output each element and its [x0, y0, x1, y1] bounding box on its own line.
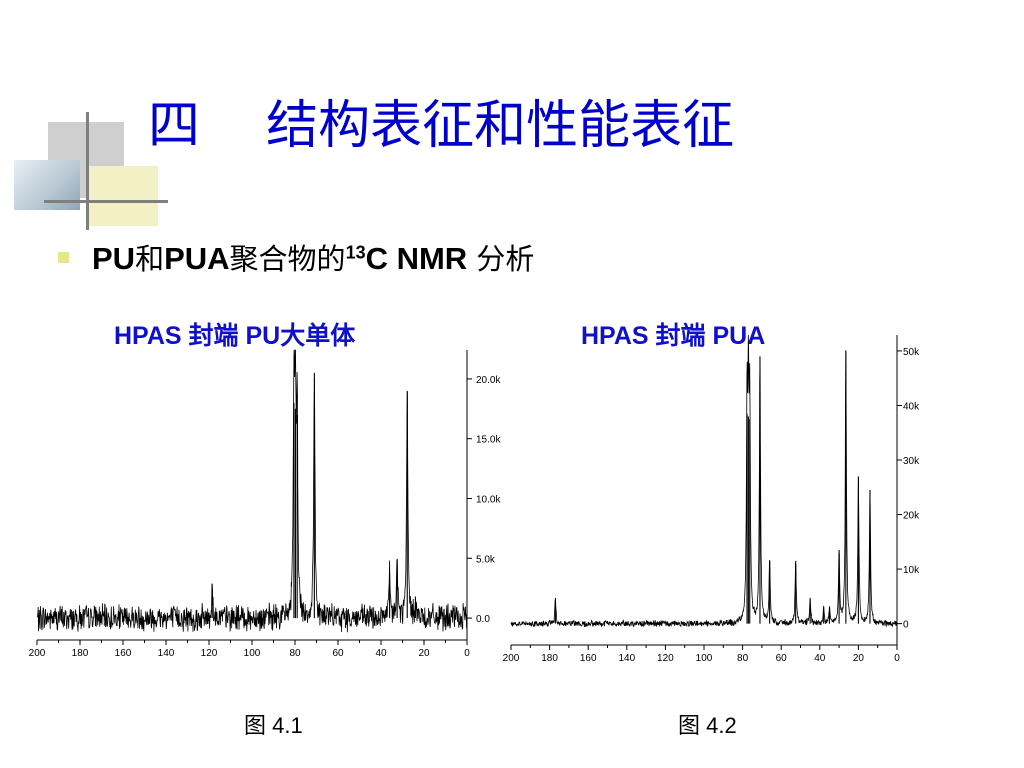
x-tick-label: 200 [503, 653, 520, 664]
x-tick-label: 140 [158, 648, 175, 659]
y-tick-label: 5.0k [476, 554, 496, 565]
y-tick-label: 30k [903, 456, 920, 467]
y-tick-label: 40k [903, 401, 920, 412]
x-tick-label: 140 [618, 653, 635, 664]
y-tick-label: 15.0k [476, 435, 501, 446]
x-tick-label: 200 [29, 648, 46, 659]
x-tick-label: 40 [814, 653, 826, 664]
spectrum-line [510, 334, 898, 628]
x-tick-label: 160 [115, 648, 132, 659]
x-tick-label: 160 [580, 653, 597, 664]
x-tick-label: 60 [332, 648, 344, 659]
spectrum-line [36, 349, 468, 633]
y-tick-label: 50k [903, 347, 920, 358]
decor-horizontal-line [44, 200, 168, 203]
x-tick-label: 80 [737, 653, 749, 664]
x-tick-label: 0 [464, 648, 470, 659]
x-tick-label: 80 [289, 648, 301, 659]
x-tick-label: 20 [418, 648, 430, 659]
y-tick-label: 20k [903, 511, 920, 522]
chart2-title: HPAS 封端 PUA [581, 322, 766, 350]
x-tick-label: 100 [244, 648, 261, 659]
bullet-part-pu: PU [92, 241, 136, 276]
x-tick-label: 100 [696, 653, 713, 664]
decor-vertical-line [86, 112, 89, 230]
bullet-part-analysis: 分析 [467, 242, 535, 276]
x-tick-label: 0 [894, 653, 900, 664]
x-tick-label: 20 [853, 653, 865, 664]
x-tick-label: 120 [201, 648, 218, 659]
y-tick-label: 10k [903, 565, 920, 576]
chart2-caption: 图 4.2 [678, 713, 737, 738]
y-tick-label: 10.0k [476, 494, 501, 505]
x-tick-label: 180 [541, 653, 558, 664]
bullet-part-pua: PUA [164, 241, 230, 276]
chart2-spectrum: 200 180 160 140 120 100 80 60 40 20 0010k20k30k40k… [503, 334, 920, 664]
x-tick-label: 40 [375, 648, 387, 659]
chart1-caption: 图 4.1 [244, 713, 303, 738]
slide-title: 四 结构表征和性能表征 [148, 96, 735, 156]
bullet-text: PU和PUA聚合物的13C NMR 分析 [92, 236, 534, 278]
bullet-part-cnmr: C NMR [365, 241, 468, 276]
bullet-part-polymer: 聚合物的 [229, 242, 346, 276]
bullet-square-icon [58, 252, 69, 263]
chart1-spectrum: 200 180 160 140 120 100 80 60 40 20 00.05.0k10.0k1… [29, 349, 501, 659]
x-tick-label: 120 [657, 653, 674, 664]
y-tick-label: 20.0k [476, 375, 501, 386]
chart1-title: HPAS 封端 PU大单体 [114, 322, 356, 350]
decor-yellow-square [86, 166, 158, 226]
x-tick-label: 60 [776, 653, 788, 664]
y-tick-label: 0 [903, 620, 909, 631]
bullet-part-and: 和 [135, 242, 165, 276]
y-tick-label: 0.0 [476, 614, 490, 625]
bullet-superscript: 13 [345, 242, 366, 263]
x-tick-label: 180 [72, 648, 89, 659]
